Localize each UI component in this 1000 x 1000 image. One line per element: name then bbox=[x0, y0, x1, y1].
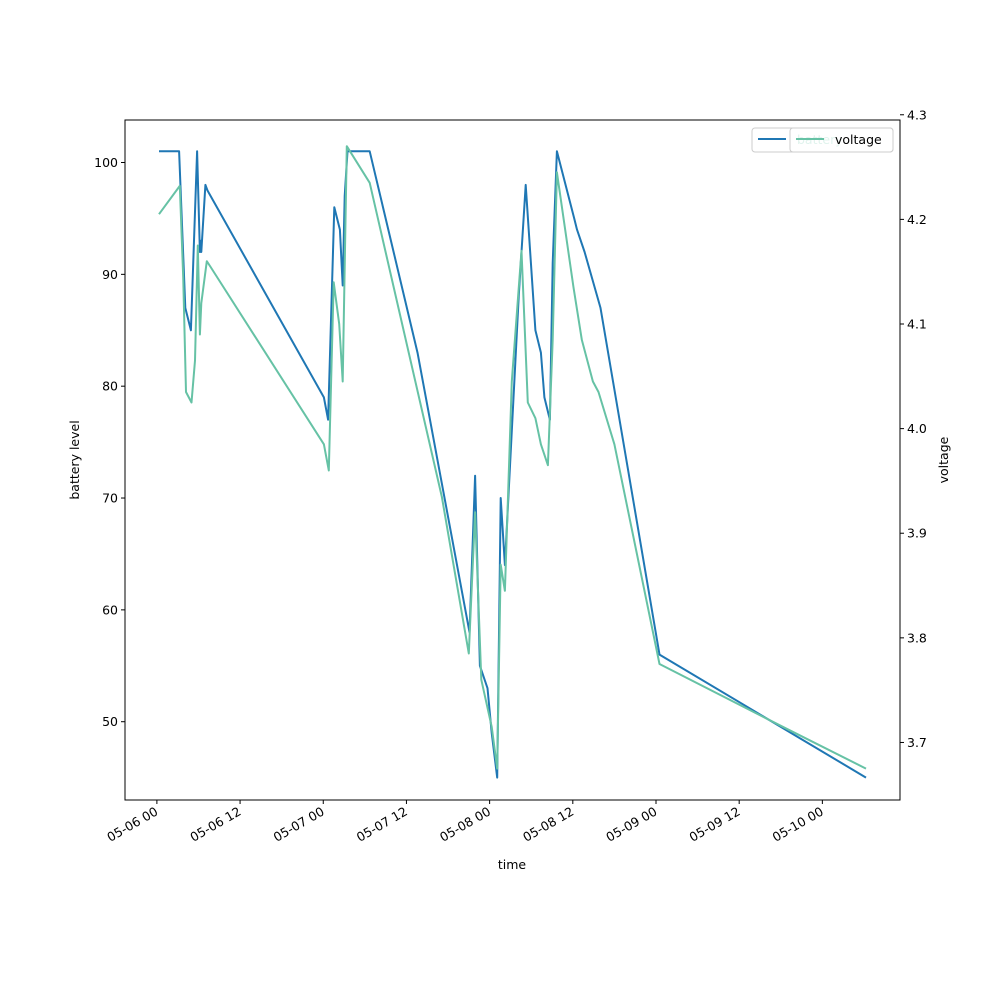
legend-voltage-box bbox=[789, 127, 894, 153]
y-right-tick-label: 3.9 bbox=[907, 526, 927, 541]
y-left-axis-label: battery level bbox=[67, 420, 82, 499]
y-left-tick-label: 70 bbox=[102, 491, 118, 506]
y-right-tick-label: 4.3 bbox=[907, 107, 927, 122]
y-right-tick-label: 4.1 bbox=[907, 317, 927, 332]
legend-voltage: voltage bbox=[789, 127, 894, 153]
series-layer bbox=[158, 145, 867, 779]
plot-area bbox=[125, 120, 900, 800]
y-right-axis-label: voltage bbox=[936, 436, 951, 483]
y-left-tick-label: 80 bbox=[102, 379, 118, 394]
series-line-battery bbox=[159, 150, 867, 779]
y-right-tick-label: 4.2 bbox=[907, 212, 927, 227]
y-left-tick-label: 90 bbox=[102, 267, 118, 282]
y-right-tick-label: 3.8 bbox=[907, 630, 927, 645]
x-axis-label: time bbox=[498, 857, 527, 872]
plot-frame bbox=[124, 119, 901, 801]
y-right-axis-ticks: 3.7 3.8 3.9 4.0 4.1 4.2 4.3 bbox=[900, 107, 927, 750]
y-left-tick-label: 100 bbox=[94, 155, 118, 170]
y-left-tick-label: 60 bbox=[102, 602, 118, 617]
legend-voltage-label: voltage bbox=[835, 132, 882, 147]
y-left-tick-label: 50 bbox=[102, 714, 118, 729]
y-right-tick-label: 3.7 bbox=[907, 735, 927, 750]
y-right-tick-label: 4.0 bbox=[907, 421, 927, 436]
series-line-voltage bbox=[158, 145, 867, 770]
y-left-axis-ticks: 50 60 70 80 90 100 bbox=[94, 155, 125, 729]
